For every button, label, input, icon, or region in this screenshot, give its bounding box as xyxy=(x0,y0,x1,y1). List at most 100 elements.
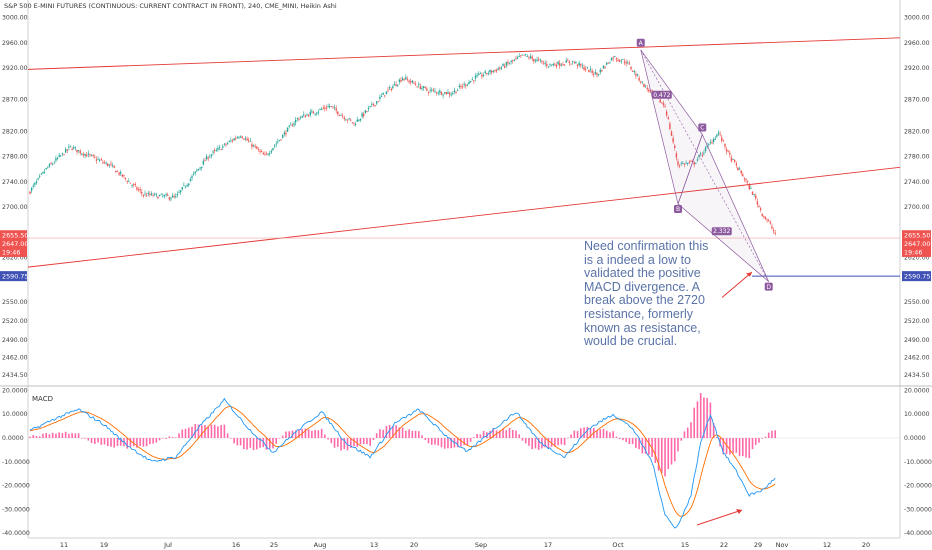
macd-histogram-bar xyxy=(612,431,614,438)
candle-body xyxy=(458,85,460,88)
lower-trendline xyxy=(27,166,901,268)
candle-body xyxy=(131,184,133,186)
macd-histogram-bar xyxy=(340,438,342,451)
candle-body xyxy=(573,62,576,64)
macd-histogram-bar xyxy=(385,425,388,438)
candle-body xyxy=(565,60,567,63)
candle-body xyxy=(442,94,444,96)
candle-body xyxy=(528,57,530,59)
candle-body xyxy=(111,165,114,166)
candle-body xyxy=(243,139,245,140)
candle-body xyxy=(201,166,203,168)
candle-body xyxy=(578,62,580,66)
candle-body xyxy=(50,163,52,165)
candle-body xyxy=(380,95,383,97)
candle-body xyxy=(612,57,614,59)
candle-body xyxy=(588,69,590,73)
candle-body xyxy=(716,134,718,137)
candle-body xyxy=(265,153,268,155)
candle-body xyxy=(687,163,689,164)
candle-body xyxy=(384,95,386,97)
candle-body xyxy=(136,187,138,190)
candle-body xyxy=(191,176,193,178)
candle-body xyxy=(108,164,111,166)
macd-histogram-bar xyxy=(275,438,278,444)
macd-histogram-bar xyxy=(771,430,773,438)
time-tick: 15 xyxy=(681,541,689,549)
candle-body xyxy=(746,181,749,183)
candle-body xyxy=(124,178,127,179)
candle-body xyxy=(103,162,106,164)
countdown-tag-right-bg xyxy=(902,246,931,257)
candle-body xyxy=(576,64,579,67)
candle-body xyxy=(620,60,622,62)
macd-histogram-bar xyxy=(411,430,414,438)
candle-body xyxy=(405,77,407,80)
macd-histogram-bar xyxy=(693,407,695,438)
candle-body xyxy=(526,56,529,57)
macd-histogram-bar xyxy=(343,438,346,450)
candle-body xyxy=(97,159,99,161)
candle-body xyxy=(329,106,331,107)
candle-body xyxy=(217,148,219,150)
macd-histogram-bar xyxy=(654,438,657,464)
time-tick: 20 xyxy=(410,541,418,549)
macd-histogram-bar xyxy=(217,426,219,438)
candle-body xyxy=(385,91,388,95)
macd-histogram-bar xyxy=(648,438,650,455)
candle-body xyxy=(546,63,548,66)
candle-body xyxy=(614,56,616,57)
candle-body xyxy=(745,179,747,181)
macd-histogram-bar xyxy=(155,438,158,443)
candle-body xyxy=(290,124,292,126)
candle-body xyxy=(456,89,459,91)
candle-body xyxy=(113,165,115,168)
candle-body xyxy=(280,139,282,141)
candle-body xyxy=(400,79,402,82)
candle-body xyxy=(30,187,33,191)
candle-body xyxy=(222,146,224,148)
annotation-note[interactable]: Need confirmation this is a indeed a low… xyxy=(584,239,709,349)
macd-histogram-bar xyxy=(110,438,112,447)
macd-histogram-bar xyxy=(61,433,64,438)
candle-body xyxy=(672,138,674,143)
price-tick-right: 2462.00 xyxy=(904,354,930,361)
macd-histogram-bar xyxy=(97,438,99,443)
candle-body xyxy=(466,84,469,86)
candle-body xyxy=(299,117,302,119)
candle-body xyxy=(319,108,321,110)
candle-body xyxy=(431,89,433,91)
candle-body xyxy=(748,184,750,190)
candle-body xyxy=(631,71,634,72)
candle-body xyxy=(116,170,119,172)
macd-tick-left: 20.0000 xyxy=(2,387,28,394)
candle-body xyxy=(356,119,358,122)
macd-histogram-bar xyxy=(667,438,670,470)
macd-histogram-bar xyxy=(314,429,316,438)
candle-body xyxy=(761,213,763,216)
candle-body xyxy=(481,74,483,77)
candle-body xyxy=(708,144,710,145)
candle-body xyxy=(273,145,276,147)
candle-body xyxy=(670,131,673,136)
candle-body xyxy=(520,55,522,57)
macd-histogram-bar xyxy=(764,436,767,438)
candle-body xyxy=(56,158,59,160)
macd-histogram-bar xyxy=(220,425,222,438)
macd-histogram-bar xyxy=(751,438,754,450)
candle-body xyxy=(557,61,559,65)
candle-body xyxy=(34,183,36,185)
candle-body xyxy=(640,81,642,83)
candle-body xyxy=(572,61,574,62)
candle-body xyxy=(58,155,60,157)
macd-histogram-bar xyxy=(337,438,339,447)
candle-body xyxy=(531,56,533,59)
candle-body xyxy=(278,139,281,141)
candle-body xyxy=(730,157,733,162)
last-price-tag-right-bg xyxy=(902,230,931,241)
candle-body xyxy=(447,92,449,94)
candle-body xyxy=(244,138,247,140)
candle-body xyxy=(37,178,39,180)
candle-body xyxy=(413,82,415,84)
macd-histogram-bar xyxy=(29,436,31,438)
